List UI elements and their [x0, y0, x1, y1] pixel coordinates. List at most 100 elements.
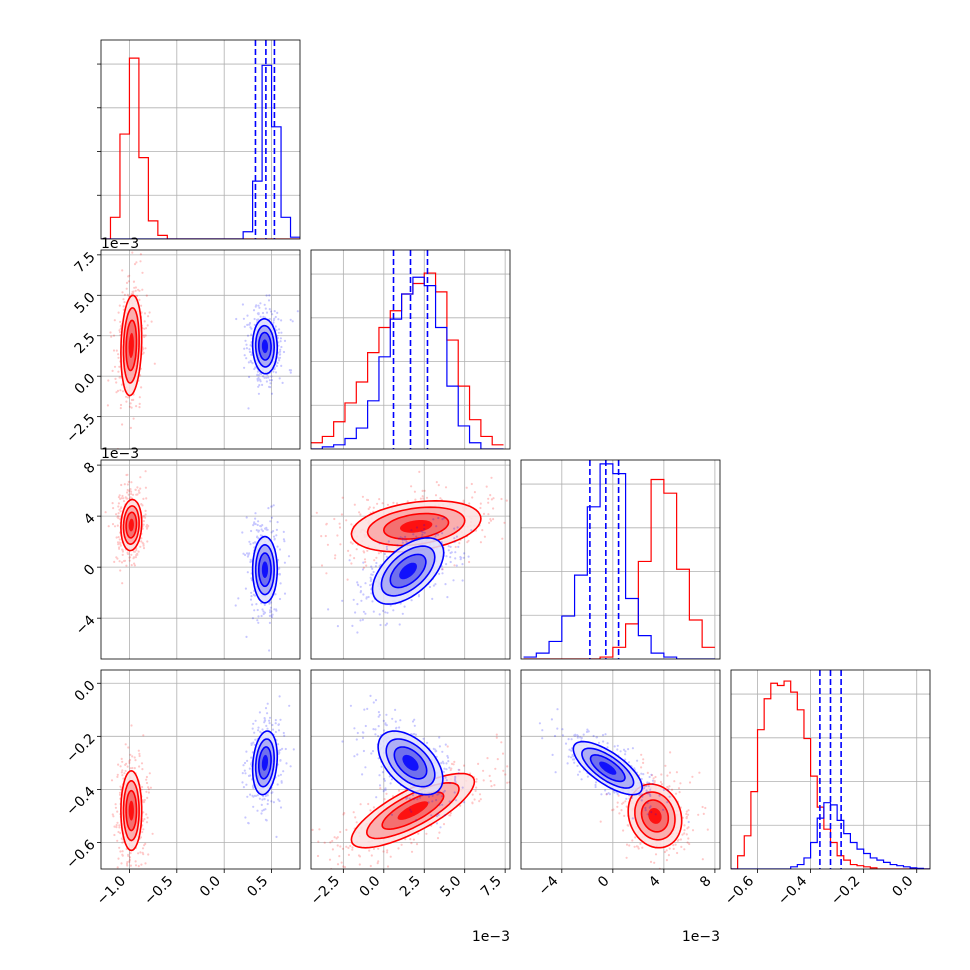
scatter-r1c0-density-0-3 — [128, 332, 134, 358]
x-tick-label: −0.4 — [775, 873, 810, 908]
scatter-r3c0-plot — [110, 695, 295, 869]
hist-1-plot — [311, 250, 504, 449]
scatter-r2c1-border — [310, 459, 511, 660]
scatter-r2c1-contour-1-1 — [380, 545, 436, 597]
hist-0-series-0 — [101, 57, 300, 239]
scatter-r3c1-density-1-3 — [402, 754, 419, 771]
scatter-r3c1-border — [310, 669, 511, 870]
scatter-r2c0-contour-1-0 — [251, 535, 279, 604]
scatter-r3c1-panel — [310, 669, 511, 873]
scatter-r1c0-plot — [106, 251, 299, 449]
hist-0-border — [100, 39, 301, 240]
x-tick-label: 0.5 — [244, 873, 271, 900]
scatter-r2c1-density-0-3 — [400, 520, 433, 533]
x-offset-label: 1e−3 — [682, 929, 720, 945]
hist-2-plot — [523, 460, 715, 659]
y-tick-label: −4 — [73, 612, 99, 638]
scatter-r3c1-density-0-3 — [397, 801, 429, 820]
hist-3-series-0 — [731, 680, 930, 869]
hist-1-series-0 — [311, 272, 504, 446]
x-tick-label: −0.5 — [141, 873, 176, 908]
x-tick-label: 5.0 — [437, 873, 464, 900]
scatter-r3c2-contour-1-1 — [581, 747, 635, 789]
scatter-r1c0-contour-1-0 — [251, 318, 279, 375]
hist-2-series-1 — [523, 463, 715, 659]
scatter-r2c1-contour-0-1 — [366, 506, 466, 547]
scatter-r1c0-contour-1-1 — [254, 324, 276, 368]
x-tick-label: −0.2 — [828, 873, 863, 908]
scatter-r1c0-border — [100, 249, 301, 450]
scatter-r3c2-density-1-3 — [599, 761, 617, 775]
scatter-r3c1-contour-1-1 — [385, 738, 436, 788]
x-tick-label: 2.5 — [397, 873, 424, 900]
scatter-r2c1-contour-1-2 — [389, 553, 427, 589]
y-tick-label: 5.0 — [72, 290, 99, 317]
scatter-r2c0-density-0-3 — [128, 518, 134, 532]
scatter-r3c0-contour-1-0 — [251, 730, 279, 796]
x-tick-label: 7.5 — [478, 873, 505, 900]
scatter-r3c2-contour-1-0 — [572, 740, 644, 796]
hist-3-panel — [730, 669, 931, 873]
y-offset-label: 1e−3 — [101, 446, 139, 462]
y-tick-label: 0.0 — [72, 678, 99, 705]
x-tick-label: 0.0 — [889, 873, 916, 900]
scatter-r2c1-density-1-3 — [399, 562, 417, 580]
hist-1-panel — [310, 249, 511, 450]
scatter-r2c0-contour-1-1 — [254, 543, 276, 596]
y-tick-label: 4 — [81, 510, 99, 528]
scatter-r2c0-contour-0-2 — [125, 511, 138, 539]
x-tick-label: 4 — [646, 873, 664, 891]
scatter-r3c0-contour-1-1 — [254, 738, 276, 788]
x-tick-label: −2.5 — [308, 873, 343, 908]
hist-0-plot — [101, 40, 300, 239]
scatter-r1c0-contour-0-1 — [122, 307, 140, 384]
scatter-r2c1-contour-0-2 — [382, 512, 450, 540]
scatter-r3c2-density-0-3 — [648, 808, 662, 824]
scatter-r1c0-contour-1-2 — [258, 331, 272, 361]
scatter-r3c2-contour-0-1 — [634, 791, 676, 841]
scatter-r2c1-contour-0-0 — [350, 499, 482, 553]
hist-2-border — [520, 459, 721, 660]
scatter-r2c1-contour-1-0 — [371, 536, 445, 605]
x-tick-label: 0.0 — [357, 873, 384, 900]
x-tick-label: −1.0 — [94, 873, 129, 908]
scatter-r3c0-contour-0-1 — [122, 779, 140, 842]
y-tick-label: −2.5 — [63, 411, 98, 446]
scatter-r3c2-contour-0-0 — [627, 783, 683, 849]
y-tick-label: 7.5 — [72, 249, 99, 276]
scatter-r3c1-contour-1-0 — [377, 730, 444, 796]
scatter-r3c0-contour-0-0 — [120, 769, 143, 852]
x-offset-label: 1e−3 — [472, 929, 510, 945]
x-tick-label: 8 — [697, 873, 715, 891]
scatter-r3c2-border — [520, 669, 721, 870]
hist-3-series-1 — [731, 802, 930, 869]
scatter-r2c1-plot — [311, 470, 508, 634]
scatter-r2c0-plot — [104, 470, 291, 652]
scatter-r2c0-contour-0-1 — [122, 505, 140, 546]
y-offset-label: 1e−3 — [101, 236, 139, 252]
scatter-r3c1-plot — [311, 694, 510, 869]
scatter-r2c1-panel — [310, 459, 511, 660]
scatter-r3c0-panel — [97, 669, 301, 873]
hist-2-panel — [520, 459, 721, 660]
scatter-r3c0-border — [100, 669, 301, 870]
x-tick-label: −0.6 — [722, 873, 757, 908]
y-tick-label: −0.2 — [63, 731, 98, 766]
scatter-r2c0-contour-1-2 — [258, 552, 272, 588]
scatter-r2c0-border — [100, 459, 301, 660]
scatter-r1c0-contour-0-2 — [125, 319, 138, 372]
y-tick-label: −0.6 — [63, 837, 98, 872]
scatter-r3c1-contour-1-2 — [393, 746, 428, 780]
scatter-r3c0-density-0-3 — [128, 800, 134, 821]
scatter-r2c0-contour-0-0 — [120, 498, 143, 552]
scatter-r3c0-contour-0-2 — [125, 789, 138, 832]
scatter-r3c1-contour-0-0 — [350, 772, 476, 849]
x-tick-label: 0.0 — [197, 873, 224, 900]
hist-1-series-1 — [311, 276, 504, 449]
scatter-r3c0-density-1-3 — [261, 754, 268, 771]
scatter-r3c0-contour-1-2 — [258, 746, 272, 780]
scatter-r1c0-density-1-3 — [261, 339, 268, 354]
hist-1-border — [310, 249, 511, 450]
y-tick-label: −0.4 — [63, 784, 98, 819]
